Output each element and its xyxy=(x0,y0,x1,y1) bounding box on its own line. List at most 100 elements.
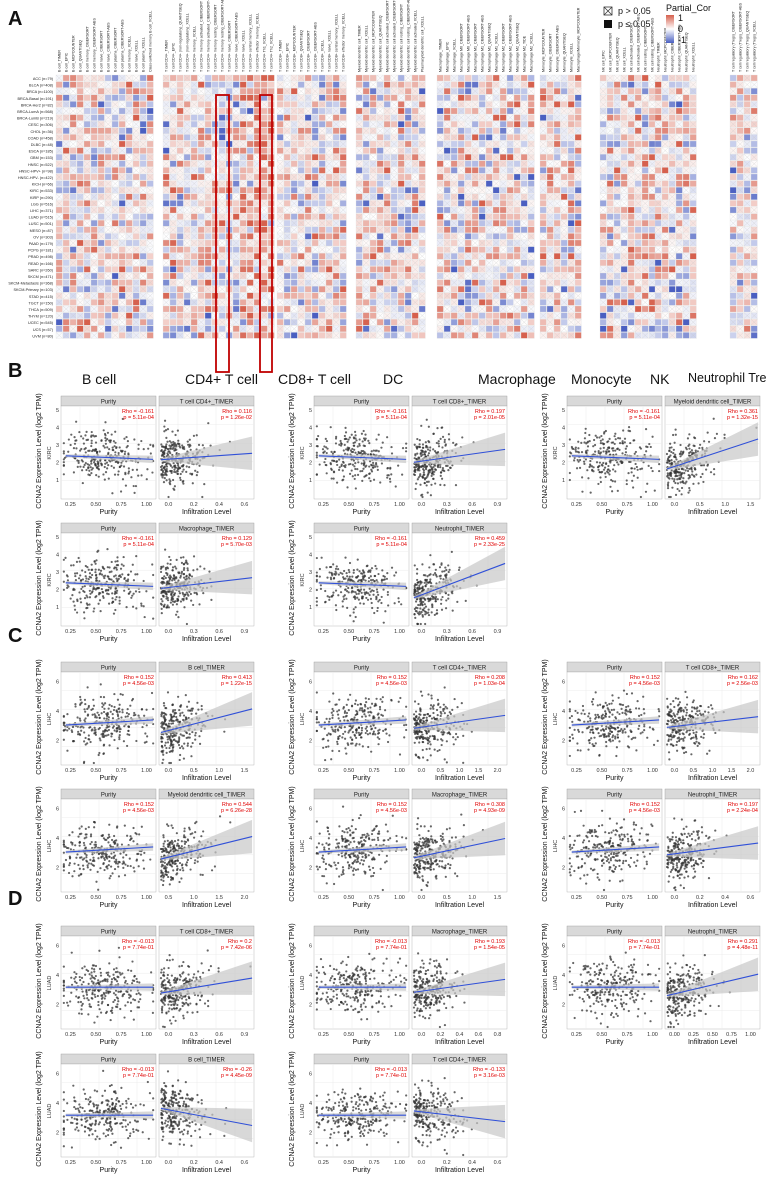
heatmap-cell xyxy=(69,101,77,108)
heatmap-ns-mark xyxy=(83,101,91,108)
heatmap-cell xyxy=(513,101,521,108)
heatmap-cell xyxy=(311,121,319,128)
heatmap-cell xyxy=(146,253,154,260)
heatmap-cell xyxy=(513,312,521,319)
heatmap-ns-mark xyxy=(332,193,340,200)
heatmap-ns-mark xyxy=(290,154,298,161)
heatmap-cell xyxy=(325,94,333,101)
heatmap-col-label: Monocyte_CIBERSORT-ABS xyxy=(556,25,560,72)
heatmap-ns-mark xyxy=(332,325,340,332)
heatmap-cell xyxy=(397,107,405,115)
heatmap-ns-mark xyxy=(69,107,77,115)
heatmap-cell xyxy=(239,319,247,326)
heatmap-cell xyxy=(90,94,98,101)
heatmap-cell xyxy=(339,286,347,293)
heatmap-cell xyxy=(513,220,521,227)
heatmap-ns-mark xyxy=(83,259,91,266)
heatmap-ns-mark xyxy=(332,200,340,207)
heatmap-cell xyxy=(362,81,370,88)
heatmap-ns-mark xyxy=(325,312,333,319)
heatmap-cell xyxy=(355,167,363,174)
heatmap-ns-mark xyxy=(55,114,63,121)
heatmap-cell xyxy=(339,239,347,247)
heatmap-col-label: Macrophage M1_CIBERSORT-ABS xyxy=(481,14,485,72)
heatmap-ns-mark xyxy=(304,239,312,247)
heatmap-cell xyxy=(404,107,412,115)
heatmap-ns-mark xyxy=(339,74,347,82)
heatmap-cell xyxy=(76,239,84,247)
heatmap-cell xyxy=(90,147,98,154)
heatmap-cell xyxy=(478,292,486,299)
heatmap-cell xyxy=(418,220,426,227)
heatmap-cell xyxy=(90,107,98,115)
heatmap-cell xyxy=(197,246,205,253)
heatmap-cell xyxy=(376,246,384,253)
heatmap-cell xyxy=(276,292,284,299)
heatmap-cell xyxy=(362,94,370,101)
heatmap-cell xyxy=(169,140,177,148)
heatmap-cell xyxy=(404,266,412,273)
heatmap-cell xyxy=(132,160,140,167)
heatmap-cell xyxy=(55,272,63,280)
heatmap-cell xyxy=(69,193,77,200)
heatmap-ns-mark xyxy=(169,226,177,233)
heatmap-cell xyxy=(383,220,391,227)
heatmap-ns-mark xyxy=(139,259,147,266)
heatmap-cell xyxy=(443,226,451,233)
heatmap-cell xyxy=(499,206,507,214)
heatmap-cell xyxy=(76,325,84,332)
heatmap-cell xyxy=(290,279,298,286)
heatmap-cell xyxy=(246,279,254,286)
heatmap-row-label: LUSC (n=501) xyxy=(29,222,54,226)
heatmap-cell xyxy=(97,187,105,194)
heatmap-cell xyxy=(97,88,105,95)
heatmap-cell xyxy=(139,101,147,108)
heatmap-cell xyxy=(267,74,275,82)
heatmap-ns-mark xyxy=(69,88,77,95)
heatmap-ns-mark xyxy=(76,272,84,280)
heatmap-cell xyxy=(283,272,291,280)
heatmap-ns-mark xyxy=(325,193,333,200)
heatmap-cell xyxy=(513,279,521,286)
heatmap-cell xyxy=(485,134,493,141)
heatmap-cell xyxy=(339,127,347,134)
heatmap-cell xyxy=(411,233,419,240)
heatmap-ns-mark xyxy=(297,147,305,154)
heatmap-cell xyxy=(197,279,205,286)
heatmap-cell xyxy=(390,226,398,233)
heatmap-cell xyxy=(325,88,333,95)
heatmap-ns-mark xyxy=(125,187,133,194)
heatmap-ns-mark xyxy=(204,299,212,306)
heatmap-cell xyxy=(132,88,140,95)
heatmap-cell xyxy=(125,167,133,174)
heatmap-cell xyxy=(162,266,170,273)
heatmap-cell xyxy=(162,305,170,313)
heatmap-ns-mark xyxy=(311,246,319,253)
heatmap-cell xyxy=(471,180,479,187)
heatmap-ns-mark xyxy=(232,239,240,247)
heatmap-cell xyxy=(190,154,198,161)
heatmap-cell xyxy=(125,319,133,326)
heatmap-cell xyxy=(204,121,212,128)
heatmap-cell xyxy=(527,81,535,88)
heatmap-ns-mark xyxy=(97,286,105,293)
heatmap-ns-mark xyxy=(162,107,170,115)
heatmap-cell xyxy=(183,246,191,253)
heatmap-cell xyxy=(183,325,191,332)
heatmap-cell xyxy=(332,74,340,82)
heatmap-cell xyxy=(62,299,70,306)
heatmap-cell xyxy=(457,81,465,88)
heatmap-cell xyxy=(304,74,312,82)
heatmap-cell xyxy=(318,266,326,273)
heatmap-cell xyxy=(276,127,284,134)
heatmap-cell xyxy=(55,233,63,240)
heatmap-cell xyxy=(390,121,398,128)
heatmap-cell xyxy=(146,127,154,134)
heatmap-ns-mark xyxy=(332,279,340,286)
heatmap-cell xyxy=(311,101,319,108)
heatmap-cell xyxy=(520,154,528,161)
heatmap-cell xyxy=(218,272,226,280)
heatmap-ns-mark xyxy=(332,140,340,148)
heatmap-cell xyxy=(260,140,268,148)
heatmap-ns-mark xyxy=(132,259,140,266)
